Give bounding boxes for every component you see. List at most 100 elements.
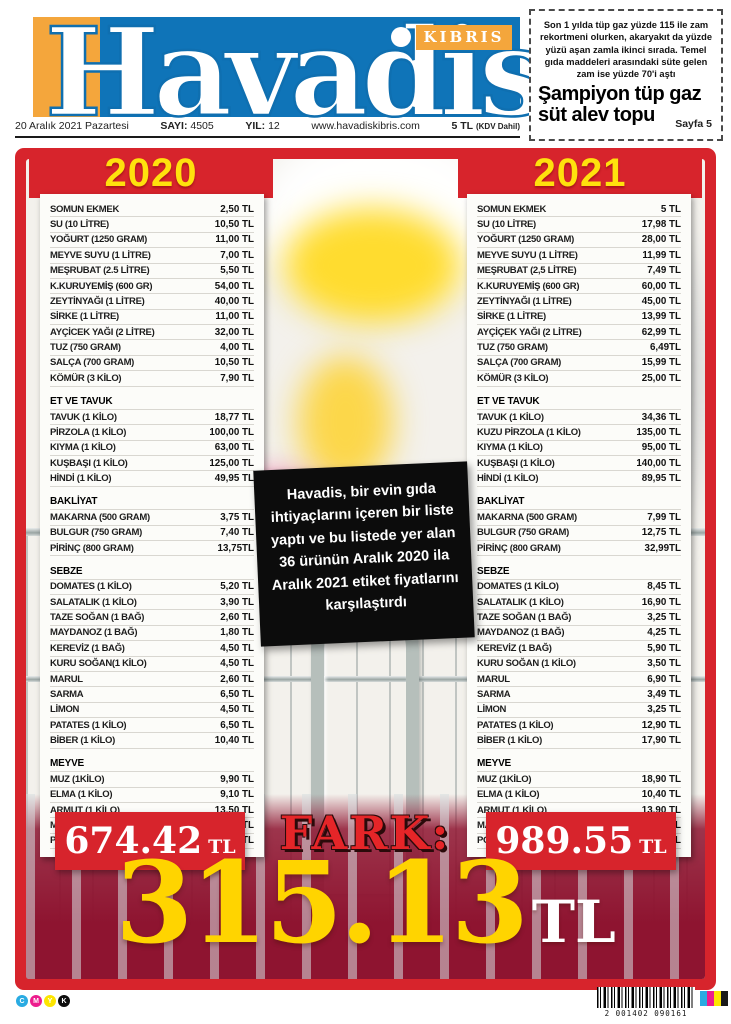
total-2021-value: 989.55 bbox=[495, 820, 634, 862]
section-header: SEBZE bbox=[477, 564, 681, 580]
item-label: KUZU PİRZOLA (1 KİLO) bbox=[477, 426, 581, 438]
section-header: BAKLİYAT bbox=[50, 495, 254, 511]
price-row: SALÇA (700 GRAM) 10,50 TL bbox=[50, 356, 254, 372]
price-row: SALÇA (700 GRAM) 15,99 TL bbox=[477, 356, 681, 372]
price-row: ELMA (1 KİLO) 9,10 TL bbox=[50, 788, 254, 803]
item-price: 5,20 TL bbox=[220, 581, 254, 593]
masthead: Havadis KIBRIS bbox=[33, 10, 549, 134]
price-row: MEYVE SUYU (1 LİTRE) 11,99 TL bbox=[477, 248, 681, 264]
item-price: 4,50 TL bbox=[220, 704, 254, 716]
price-row: KUZU PİRZOLA (1 KİLO) 135,00 TL bbox=[477, 425, 681, 441]
price-row: YOĞURT (1250 GRAM) 11,00 TL bbox=[50, 233, 254, 249]
item-label: SARMA bbox=[477, 688, 511, 700]
price-row: SALATALIK (1 KİLO) 16,90 TL bbox=[477, 595, 681, 611]
section-header: ET VE TAVUK bbox=[50, 395, 254, 410]
item-label: MAKARNA (500 GRAM) bbox=[50, 511, 150, 523]
item-label: TAZE SOĞAN (1 BAĞ) bbox=[477, 612, 572, 624]
item-price: 17,98 TL bbox=[641, 219, 681, 231]
item-price: 6,90 TL bbox=[647, 673, 681, 685]
total-2020-unit: TL bbox=[208, 836, 236, 858]
item-label: SİRKE (1 LİTRE) bbox=[477, 311, 546, 323]
item-label: HİNDİ (1 KİLO) bbox=[477, 473, 539, 485]
item-price: 6,49TL bbox=[649, 342, 681, 354]
price-list-2021: SOMUN EKMEK 5 TL SU (10 LİTRE) 17,98 TL YOĞU… bbox=[467, 194, 691, 857]
item-price: 16,90 TL bbox=[641, 596, 681, 608]
item-label: MEŞRUBAT (2,5 LİTRE) bbox=[477, 265, 577, 277]
price-row: KUŞBAŞI (1 KİLO) 140,00 TL bbox=[477, 456, 681, 472]
item-price: 9,90 TL bbox=[220, 773, 254, 785]
dateline: 20 Aralık 2021 Pazartesi SAYI: 4505 YIL:… bbox=[15, 120, 520, 138]
item-label: SU (10 LİTRE) bbox=[477, 219, 536, 231]
price-row: MEŞRUBAT (2,5 LİTRE) 7,49 TL bbox=[477, 264, 681, 279]
item-price: 3,25 TL bbox=[647, 704, 681, 716]
item-price: 54,00 TL bbox=[214, 280, 254, 292]
item-label: PATATES (1 KİLO) bbox=[477, 719, 554, 731]
item-label: SALÇA (700 GRAM) bbox=[50, 357, 135, 369]
price-row: K.KURUYEMİŞ (600 GR) 60,00 TL bbox=[477, 279, 681, 295]
item-price: 32,00 TL bbox=[214, 326, 254, 338]
cart-rail bbox=[26, 675, 705, 682]
item-price: 12,90 TL bbox=[641, 719, 681, 731]
item-price: 10,40 TL bbox=[214, 735, 254, 747]
price-row: YOĞURT (1250 GRAM) 28,00 TL bbox=[477, 233, 681, 249]
item-label: SARMA bbox=[50, 688, 84, 700]
item-price: 5,90 TL bbox=[647, 642, 681, 654]
item-label: ELMA (1 KİLO) bbox=[50, 789, 113, 801]
price-row: TUZ (750 GRAM) 6,49TL bbox=[477, 340, 681, 356]
price-row: HİNDİ (1 KİLO) 89,95 TL bbox=[477, 471, 681, 487]
masthead-region-badge: KIBRIS bbox=[391, 25, 512, 50]
item-price: 125,00 TL bbox=[209, 457, 254, 469]
item-price: 12,75 TL bbox=[641, 527, 681, 539]
item-label: MEYVE SUYU (1 LİTRE) bbox=[477, 249, 578, 261]
item-label: BİBER (1 KİLO) bbox=[477, 735, 542, 747]
item-label: LİMON bbox=[50, 704, 80, 716]
price-row: HİNDİ (1 KİLO) 49,95 TL bbox=[50, 471, 254, 487]
item-price: 3,49 TL bbox=[647, 688, 681, 700]
editorial-note: Havadis, bir evin gıda ihtiyaçlarını içe… bbox=[253, 461, 475, 647]
item-price: 3,90 TL bbox=[220, 596, 254, 608]
item-label: KEREVİZ (1 BAĞ) bbox=[477, 642, 552, 654]
price-row: PATATES (1 KİLO) 6,50 TL bbox=[50, 718, 254, 734]
price-row: KURU SOĞAN(1 KİLO) 4,50 TL bbox=[50, 657, 254, 672]
price-row: ELMA (1 KİLO) 10,40 TL bbox=[477, 788, 681, 803]
price-row: BİBER (1 KİLO) 10,40 TL bbox=[50, 733, 254, 749]
item-label: ARMUT (1 KİLO) bbox=[50, 804, 120, 816]
item-price: 7,99 TL bbox=[647, 511, 681, 523]
section-header: MEYVE bbox=[477, 757, 681, 773]
item-label: KURU SOĞAN (1 KİLO) bbox=[477, 658, 576, 670]
dateline-issue: SAYI: 4505 bbox=[160, 120, 214, 132]
item-price: 63,00 TL bbox=[214, 442, 254, 454]
item-price: 11,99 TL bbox=[642, 249, 681, 261]
section-header: ET VE TAVUK bbox=[477, 395, 681, 410]
total-2021-unit: TL bbox=[639, 836, 667, 858]
item-label: ARMUT (1 KİLO) bbox=[477, 804, 547, 816]
item-label: MARUL bbox=[477, 673, 510, 685]
item-price: 17,90 TL bbox=[641, 735, 681, 747]
total-2021: 989.55 TL bbox=[486, 812, 676, 870]
item-price: 45,00 TL bbox=[641, 295, 681, 307]
item-label: SOMUN EKMEK bbox=[477, 203, 547, 215]
item-label: KURU SOĞAN(1 KİLO) bbox=[50, 658, 147, 670]
item-price: 4,00 TL bbox=[220, 342, 254, 354]
item-price: 3,25 TL bbox=[647, 612, 681, 624]
item-price: 2,60 TL bbox=[220, 673, 254, 685]
item-price: 9,10 TL bbox=[220, 789, 254, 801]
price-row: KEREVİZ (1 BAĞ) 5,90 TL bbox=[477, 641, 681, 657]
price-row: SİRKE (1 LİTRE) 13,99 TL bbox=[477, 310, 681, 325]
total-2020: 674.42 TL bbox=[55, 812, 245, 870]
item-price: 4,50 TL bbox=[220, 642, 254, 654]
yellow-square-icon bbox=[714, 991, 721, 1006]
item-label: KEREVİZ (1 BAĞ) bbox=[50, 642, 125, 654]
item-price: 10,40 TL bbox=[641, 789, 681, 801]
fark-label: FARK: bbox=[279, 806, 451, 860]
item-price: 11,00 TL bbox=[215, 234, 254, 246]
dot-icon bbox=[391, 27, 411, 47]
difference-amount: 315.13 TL bbox=[15, 848, 716, 960]
price-row: KÖMÜR (3 KİLO) 7,90 TL bbox=[50, 371, 254, 387]
item-label: DOMATES (1 KİLO) bbox=[477, 581, 559, 593]
barcode-bars-icon bbox=[597, 987, 695, 1008]
price-row: MUZ (1KİLO) 18,90 TL bbox=[477, 772, 681, 788]
item-label: SALÇA (700 GRAM) bbox=[477, 357, 562, 369]
price-row: TAZE SOĞAN (1 BAĞ) 3,25 TL bbox=[477, 610, 681, 626]
item-label: YOĞURT (1250 GRAM) bbox=[477, 234, 575, 246]
